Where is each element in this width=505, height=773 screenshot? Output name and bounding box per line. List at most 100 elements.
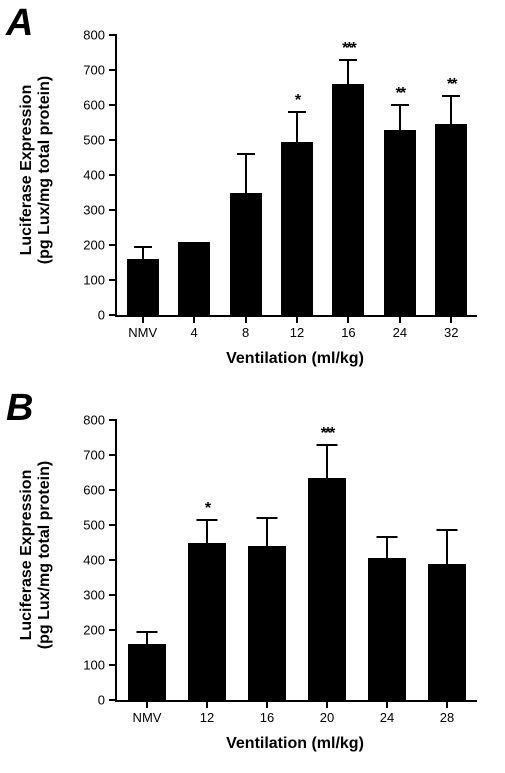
y-tick-label: 0 [98, 308, 105, 323]
y-tick-label: 600 [83, 98, 105, 113]
error-bar [266, 518, 268, 546]
y-tick [109, 104, 117, 106]
y-tick-label: 700 [83, 448, 105, 463]
error-bar [206, 520, 208, 543]
y-tick [109, 139, 117, 141]
x-tick [347, 315, 349, 323]
y-tick [109, 314, 117, 316]
bar [230, 193, 262, 316]
y-tick-label: 200 [83, 623, 105, 638]
x-tick [193, 315, 195, 323]
x-tick-label: 20 [320, 710, 334, 725]
y-tick-label: 600 [83, 483, 105, 498]
error-cap [257, 517, 278, 519]
x-tick [146, 700, 148, 708]
x-tick [245, 315, 247, 323]
y-tick [109, 174, 117, 176]
y-tick-label: 500 [83, 133, 105, 148]
y-tick [109, 489, 117, 491]
x-tick [386, 700, 388, 708]
bar [127, 259, 159, 315]
x-tick-label: NMV [128, 325, 157, 340]
x-tick-label: 16 [341, 325, 355, 340]
panel-b-plot-area: 0100200300400500600700800NMV12*1620***24… [115, 420, 477, 702]
x-tick-label: 24 [380, 710, 394, 725]
y-title-line1: Luciferase Expression [18, 470, 35, 641]
y-tick-label: 300 [83, 588, 105, 603]
panel-a-label: A [6, 2, 33, 45]
bar [368, 558, 405, 700]
error-bar [399, 105, 401, 130]
bar [308, 478, 345, 700]
x-tick-label: 32 [444, 325, 458, 340]
x-tick [450, 315, 452, 323]
x-tick-label: NMV [133, 710, 162, 725]
error-cap [137, 631, 158, 633]
y-tick [109, 69, 117, 71]
panel-a-y-axis-title: Luciferase Expression (pg Lux/mg total p… [18, 76, 54, 264]
error-bar [446, 530, 448, 563]
panel-b-y-axis-title: Luciferase Expression (pg Lux/mg total p… [18, 461, 54, 649]
y-title-line2: (pg Lux/mg total protein) [36, 76, 53, 264]
error-cap [391, 104, 409, 106]
x-tick-label: 28 [440, 710, 454, 725]
error-cap [237, 153, 255, 155]
y-tick-label: 100 [83, 658, 105, 673]
error-cap [288, 111, 306, 113]
y-tick-label: 200 [83, 238, 105, 253]
error-bar [450, 96, 452, 124]
error-cap [317, 444, 338, 446]
error-bar [347, 60, 349, 85]
error-cap [197, 519, 218, 521]
x-tick-label: 12 [290, 325, 304, 340]
error-bar [245, 154, 247, 193]
figure: A Luciferase Expression (pg Lux/mg total… [0, 0, 505, 773]
y-title-line1: Luciferase Expression [18, 85, 35, 256]
y-tick-label: 0 [98, 693, 105, 708]
panel-b: B Luciferase Expression (pg Lux/mg total… [0, 385, 505, 773]
error-cap [442, 95, 460, 97]
x-tick-label: 24 [393, 325, 407, 340]
panel-b-label: B [6, 387, 33, 430]
bar [248, 546, 285, 700]
y-tick [109, 699, 117, 701]
error-cap [339, 59, 357, 61]
y-tick [109, 594, 117, 596]
y-tick [109, 629, 117, 631]
bar [428, 564, 465, 701]
x-tick [326, 700, 328, 708]
x-tick [446, 700, 448, 708]
bar [178, 242, 210, 316]
y-tick [109, 524, 117, 526]
error-bar [146, 632, 148, 644]
y-tick [109, 34, 117, 36]
error-cap [134, 246, 152, 248]
significance-label: * [205, 500, 209, 518]
x-tick [206, 700, 208, 708]
error-bar [386, 537, 388, 558]
significance-label: *** [342, 40, 355, 58]
y-tick-label: 400 [83, 168, 105, 183]
error-cap [377, 536, 398, 538]
y-tick [109, 244, 117, 246]
significance-label: ** [447, 76, 455, 94]
y-tick-label: 500 [83, 518, 105, 533]
y-tick [109, 419, 117, 421]
y-tick [109, 209, 117, 211]
x-tick [296, 315, 298, 323]
bar [435, 124, 467, 315]
bar [188, 543, 225, 701]
panel-a-plot-area: 0100200300400500600700800NMV4812*16***24… [115, 35, 477, 317]
y-tick-label: 800 [83, 28, 105, 43]
panel-a-x-axis-title: Ventilation (ml/kg) [226, 350, 364, 368]
y-tick [109, 454, 117, 456]
y-tick-label: 700 [83, 63, 105, 78]
bar [384, 130, 416, 316]
panel-a: A Luciferase Expression (pg Lux/mg total… [0, 0, 505, 385]
bar [332, 84, 364, 315]
x-tick-label: 4 [191, 325, 198, 340]
y-tick-label: 100 [83, 273, 105, 288]
bar [281, 142, 313, 315]
error-cap [437, 529, 458, 531]
error-bar [326, 445, 328, 478]
